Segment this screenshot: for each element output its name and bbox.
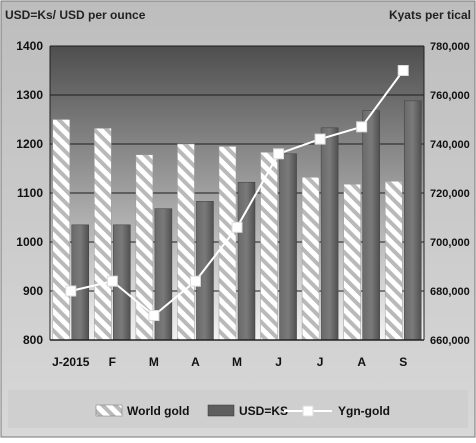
bar-world-gold: [301, 177, 320, 341]
ygn-gold-point: [106, 275, 118, 287]
bar-usd-ks: [320, 127, 339, 341]
ygn-gold-point: [314, 133, 326, 145]
bar-usd-ks: [237, 181, 256, 341]
bar-world-gold: [384, 180, 403, 341]
right-tick-label: 740,000: [430, 139, 470, 151]
x-tick-label: J: [275, 355, 282, 369]
x-tick-label: A: [357, 355, 366, 369]
legend-label-usd-ks: USD=KS: [239, 404, 288, 418]
right-tick-label: 720,000: [430, 188, 470, 200]
bar-usd-ks: [196, 201, 214, 341]
x-tick-label: S: [399, 355, 407, 369]
gridlines: [50, 45, 424, 341]
x-tick-label: J: [317, 355, 324, 369]
right-tick-label: 680,000: [430, 286, 470, 298]
x-tick-label: M: [149, 355, 159, 369]
left-tick-label: 1400: [16, 39, 43, 53]
left-axis-title: USD=Ks/ USD per ounce: [5, 8, 146, 22]
right-tick-label: 700,000: [430, 237, 470, 249]
right-tick-label: 760,000: [430, 90, 470, 102]
bar-world-gold: [177, 143, 195, 341]
left-tick-label: 1000: [16, 235, 43, 249]
ygn-gold-point: [65, 285, 77, 297]
bars: [52, 100, 422, 341]
ygn-gold-point: [397, 65, 409, 76]
left-tick-label: 1200: [16, 137, 43, 151]
ygn-gold-point: [356, 121, 368, 133]
left-tick-label: 800: [23, 333, 43, 347]
bar-usd-ks: [362, 110, 380, 341]
ygn-gold-point: [273, 148, 285, 160]
legend-marker-ygn-gold: [302, 405, 314, 417]
left-tick-label: 1300: [16, 88, 43, 102]
ygn-gold-point: [148, 310, 160, 321]
x-tick-label: J-2015: [52, 355, 90, 369]
bar-usd-ks: [279, 153, 297, 341]
bar-usd-ks: [403, 100, 422, 341]
ygn-gold-point: [189, 275, 201, 287]
left-tick-label: 900: [23, 284, 43, 298]
axes: 800 900 1000 1100 1200 1300 1400 660,000 680,000…: [16, 39, 469, 369]
legend-swatch-world-gold: [95, 404, 123, 417]
bar-world-gold: [94, 128, 112, 341]
x-tick-label: F: [109, 355, 116, 369]
right-tick-label: 660,000: [430, 335, 470, 347]
x-tick-label: A: [191, 355, 200, 369]
bar-usd-ks: [71, 224, 90, 341]
x-tick-label: M: [232, 355, 242, 369]
right-tick-label: 780,000: [430, 41, 470, 53]
ygn-gold-point: [231, 221, 243, 233]
left-tick-label: 1100: [17, 186, 43, 200]
legend-label-ygn-gold: Ygn-gold: [338, 404, 390, 418]
ygn-gold-line: [65, 65, 409, 321]
legend-panel: [8, 390, 468, 428]
legend-swatch-usd-ks: [207, 404, 235, 417]
bar-world-gold: [343, 183, 361, 341]
bar-world-gold: [218, 146, 237, 341]
legend-label-world-gold: World gold: [127, 404, 189, 418]
right-axis-title: Kyats per tical: [389, 8, 471, 22]
legend: World gold USD=KS Ygn-gold: [95, 404, 390, 418]
bar-world-gold: [52, 119, 71, 341]
